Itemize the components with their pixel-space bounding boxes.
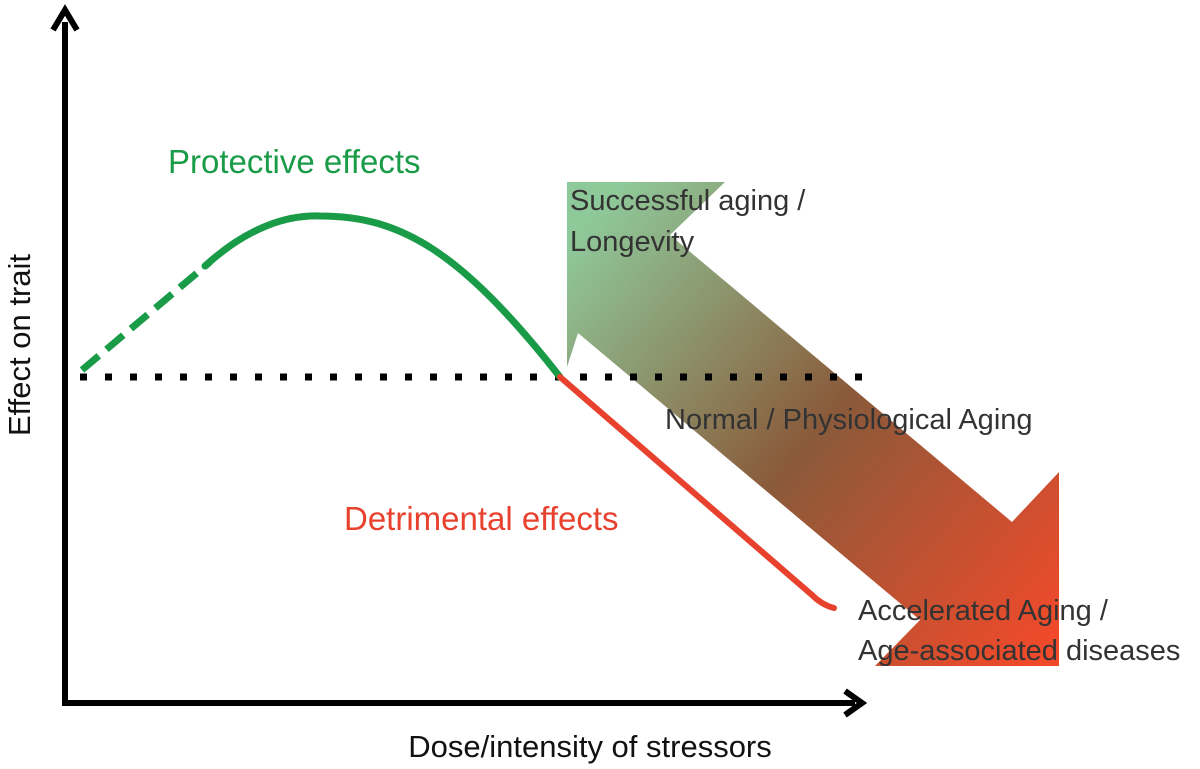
successful-aging-label: Successful aging /	[570, 185, 806, 217]
aging-spectrum-arrow	[567, 182, 1059, 666]
accelerated-aging-label: Accelerated Aging /	[858, 595, 1109, 627]
y-axis-arrowhead-icon	[50, 4, 80, 32]
y-axis-label: Effect on trait	[2, 254, 37, 436]
protective-label: Protective effects	[168, 143, 421, 180]
normal-aging-label: Normal / Physiological Aging	[665, 404, 1033, 436]
protective-curve-dashed	[79, 259, 213, 373]
detrimental-label: Detrimental effects	[344, 500, 619, 537]
x-axis-label: Dose/intensity of stressors	[408, 729, 772, 764]
protective-curve	[201, 212, 564, 381]
x-axis-arrowhead-icon	[843, 688, 868, 718]
longevity-label: Longevity	[570, 226, 695, 258]
axes	[50, 4, 868, 718]
detrimental-curve	[557, 374, 837, 611]
age-diseases-label: Age-associated diseases	[858, 635, 1180, 667]
